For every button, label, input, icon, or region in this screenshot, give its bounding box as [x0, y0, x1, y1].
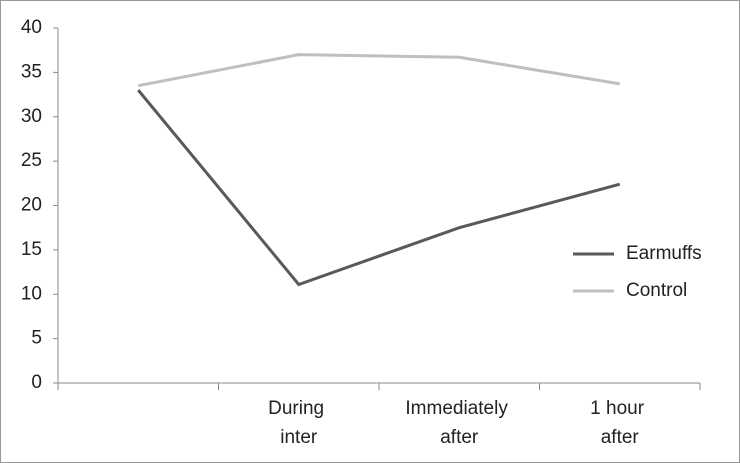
y-tick-label: 5 — [31, 328, 42, 349]
y-tick-label: 0 — [31, 372, 42, 393]
x-tick-label: 1 hour after — [590, 398, 649, 448]
series-line — [137, 53, 620, 88]
y-tick-label: 40 — [21, 17, 42, 38]
legend-label: Earmuffs — [626, 243, 702, 264]
y-tick-label: 20 — [21, 195, 42, 216]
y-tick-label: 30 — [21, 106, 42, 127]
legend-label: Control — [626, 280, 687, 301]
y-tick-label: 15 — [21, 239, 42, 260]
y-tick-label: 35 — [21, 61, 42, 82]
y-tick-label: 10 — [21, 283, 42, 304]
x-tick-label: Immediately after — [405, 398, 513, 448]
y-tick-label: 25 — [21, 150, 42, 171]
x-tick-label: During inter — [268, 398, 329, 448]
series-line — [137, 89, 621, 287]
